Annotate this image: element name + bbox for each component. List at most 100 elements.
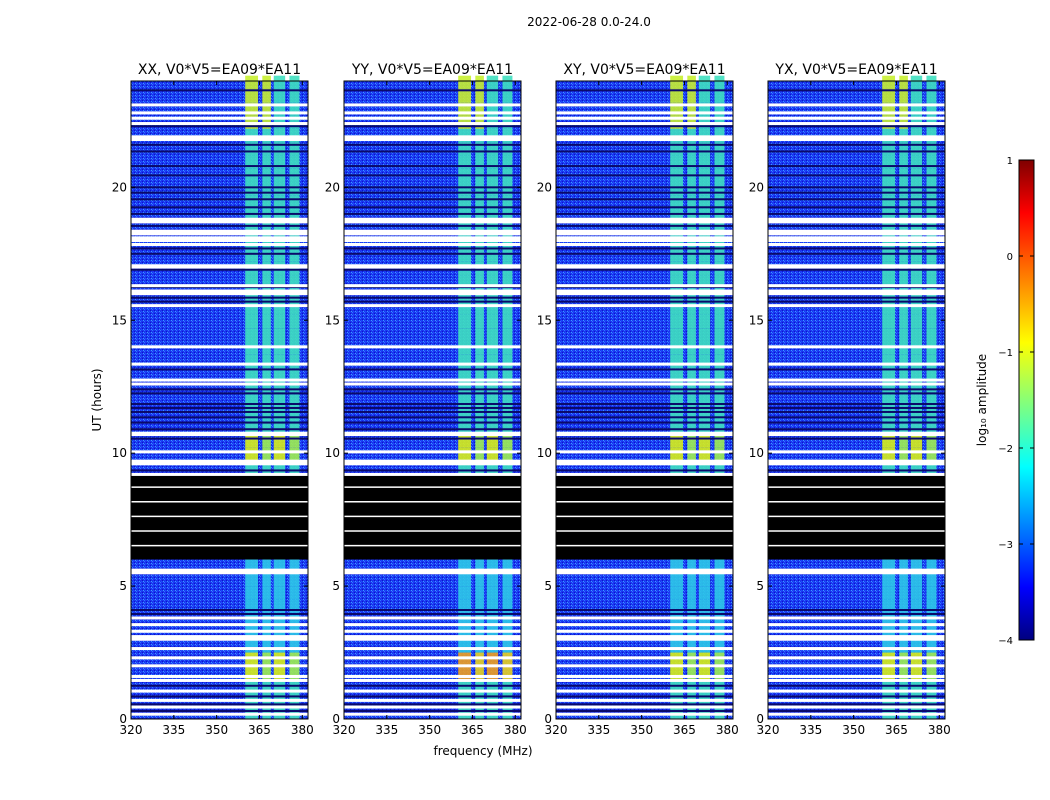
stripe — [768, 703, 945, 706]
band-cell — [289, 407, 300, 422]
band-cell — [910, 447, 923, 462]
band-cell — [687, 155, 696, 169]
flagged-gap — [556, 111, 733, 115]
band-cell — [910, 275, 923, 289]
band-cell — [289, 155, 300, 169]
band-cell — [486, 88, 499, 103]
band-cell — [273, 421, 286, 435]
band-cell — [273, 394, 286, 408]
band-cell — [458, 301, 472, 315]
band-cell — [262, 275, 271, 289]
flagged-gap — [344, 116, 521, 120]
band-cell — [486, 368, 499, 382]
band-cell — [502, 665, 513, 680]
gap-line — [768, 544, 945, 547]
stripe — [768, 296, 945, 299]
flagged-gap — [556, 450, 733, 454]
band-cell — [273, 407, 286, 422]
band-cell — [926, 599, 937, 613]
band-cell — [687, 182, 696, 196]
flagged-gap — [344, 450, 521, 454]
stripe — [556, 612, 733, 615]
band-cell — [475, 88, 484, 103]
flagged-gap — [556, 647, 733, 651]
band-cell — [926, 421, 937, 435]
band-cell — [882, 447, 896, 462]
band-cell — [273, 447, 286, 462]
stripe — [344, 437, 521, 440]
flagged-gap — [344, 571, 521, 575]
band-cell — [245, 301, 259, 315]
band-cell — [273, 599, 286, 613]
flagged-gap — [768, 137, 945, 141]
band-cell — [899, 182, 908, 196]
stripe — [131, 191, 308, 194]
flagged-gap — [768, 135, 945, 139]
band-cell — [475, 407, 484, 422]
band-cell — [262, 705, 271, 719]
y-tick-label: 10 — [749, 446, 764, 460]
flagged-gap — [556, 103, 733, 107]
band-cell — [714, 314, 725, 329]
band-cell — [882, 328, 896, 342]
flagged-gap — [131, 664, 308, 668]
band-cell — [926, 182, 937, 196]
y-tick-label: 10 — [537, 446, 552, 460]
x-tick-label: 335 — [375, 723, 398, 737]
band-cell — [882, 639, 896, 653]
y-tick-label: 0 — [544, 712, 552, 726]
flagged-gap — [556, 689, 733, 693]
stripe — [344, 469, 521, 472]
stripe — [556, 191, 733, 194]
band-cell — [670, 301, 684, 315]
band-cell — [289, 102, 300, 116]
band-cell — [714, 301, 725, 315]
band-cell — [486, 559, 499, 573]
stripe — [556, 428, 733, 431]
colorbar-tick-label: −3 — [998, 540, 1013, 551]
stripe — [768, 368, 945, 371]
band-cell — [698, 88, 711, 103]
flagged-gap — [131, 239, 308, 242]
flagged-gap — [768, 459, 945, 463]
band-cell — [289, 368, 300, 382]
flagged-gap — [768, 674, 945, 678]
gap-line — [768, 501, 945, 503]
band-cell — [245, 421, 259, 435]
band-cell — [670, 88, 684, 103]
band-cell — [475, 328, 484, 342]
band-cell — [687, 221, 696, 236]
stripe — [768, 212, 945, 215]
stripe — [131, 684, 308, 687]
band-cell — [289, 421, 300, 435]
stripe — [131, 224, 308, 227]
stripe — [556, 252, 733, 255]
band-cell — [899, 586, 908, 600]
band-cell — [910, 381, 923, 395]
band-cell — [502, 248, 513, 262]
band-cell — [245, 447, 259, 462]
flagged-gap — [556, 116, 733, 120]
band-cell — [262, 381, 271, 395]
band-cell — [502, 354, 513, 369]
x-tick-label: 365 — [673, 723, 696, 737]
stripe — [556, 268, 733, 271]
band-cell — [245, 75, 259, 89]
band-cell — [475, 354, 484, 369]
band-cell — [262, 572, 271, 587]
band-cell — [262, 248, 271, 262]
colorbar-tick-label: −4 — [998, 636, 1013, 647]
y-tick-label: 20 — [749, 180, 764, 194]
flagged-gap — [131, 674, 308, 678]
flagged-gap — [344, 122, 521, 126]
stripe — [768, 125, 945, 128]
stripe — [131, 186, 308, 189]
stripe — [344, 206, 521, 209]
flagged-gap — [768, 635, 945, 639]
band-cell — [899, 705, 908, 719]
flagged-gap — [344, 689, 521, 693]
band-cell — [502, 301, 513, 315]
band-cell — [262, 328, 271, 342]
band-cell — [502, 586, 513, 600]
band-cell — [273, 665, 286, 680]
